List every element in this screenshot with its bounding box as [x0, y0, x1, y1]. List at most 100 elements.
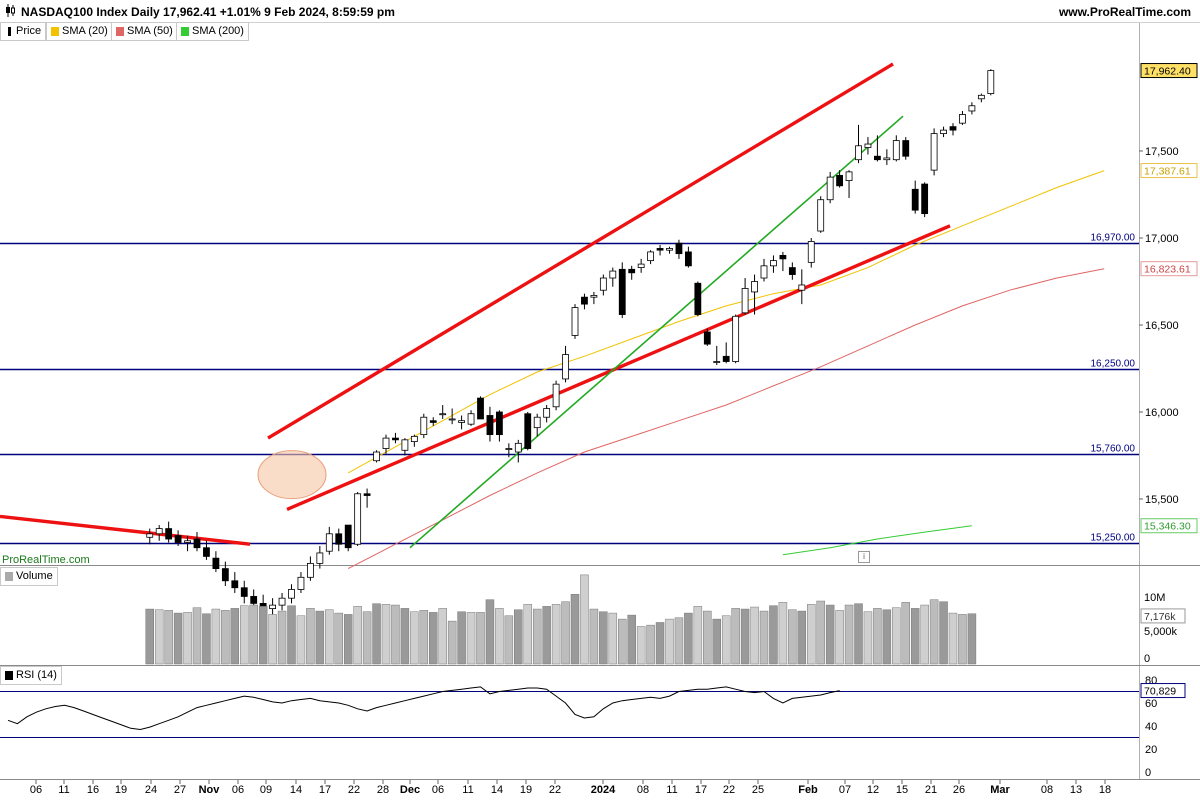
x-tick-label: 16 — [87, 784, 99, 796]
volume-bar — [816, 600, 825, 665]
candle-body — [892, 140, 900, 161]
volume-bar — [249, 604, 258, 665]
value-tag-label: 17,387.61 — [1144, 166, 1191, 178]
volume-bar — [485, 599, 495, 665]
volume-bar — [920, 604, 929, 665]
x-tick-label: 14 — [491, 784, 503, 796]
legend-price[interactable]: Price — [0, 22, 47, 41]
volume-bar — [514, 609, 523, 665]
chart-header: NASDAQ100 Index Daily 17,962.41 +1.01% 9… — [0, 0, 1200, 23]
x-tick-label: 11 — [58, 784, 69, 796]
volume-bar — [750, 606, 759, 665]
volume-bar — [419, 610, 429, 665]
value-tag-box — [1140, 163, 1198, 179]
price-tick-label: 16,000 — [1145, 407, 1179, 419]
candle-body — [486, 415, 494, 436]
candle-body — [826, 176, 834, 201]
x-tick-label: Nov — [199, 784, 221, 796]
x-tick-label: Dec — [400, 784, 420, 796]
candle-body — [231, 580, 239, 589]
legend-sma200[interactable]: SMA (200) — [176, 22, 249, 41]
rsi-panel-label[interactable]: RSI (14) — [0, 666, 62, 685]
candle-body — [401, 439, 409, 451]
candle-body — [977, 94, 985, 100]
legend-sma50[interactable]: SMA (50) — [111, 22, 178, 41]
volume-bar — [608, 612, 618, 665]
volume-bar — [504, 615, 514, 665]
candle-body — [269, 604, 277, 610]
x-tick-label: 19 — [115, 784, 127, 796]
candle-body — [930, 133, 938, 171]
volume-bar — [400, 608, 410, 665]
info-icon[interactable]: i — [858, 551, 870, 563]
volume-bar — [353, 606, 362, 665]
volume-panel-label[interactable]: Volume — [0, 567, 58, 586]
candle-body — [146, 533, 154, 538]
candle-body — [817, 199, 825, 232]
candle-body — [193, 538, 201, 549]
volume-bar — [325, 609, 334, 665]
candle-body — [467, 413, 475, 425]
volume-bar — [788, 609, 797, 665]
rsi-line-path — [7, 686, 840, 731]
volume-bar — [429, 612, 438, 665]
candle-body — [599, 277, 607, 291]
volume-bar — [192, 607, 202, 665]
candle-body — [921, 183, 929, 215]
value-tags: 17,962.40 17,387.61 16,823.61 15,346.30 7,17… — [1140, 63, 1198, 699]
rsi-tick-label: 20 — [1145, 744, 1157, 756]
legend-label: SMA (200) — [192, 25, 244, 37]
volume-bar — [939, 601, 948, 665]
sma-lines — [347, 170, 1105, 570]
level-label: 15,760.00 — [1091, 444, 1136, 455]
legend-sma20[interactable]: SMA (20) — [46, 22, 113, 41]
trendline — [409, 115, 904, 549]
x-tick-label: 06 — [30, 784, 42, 796]
candle-body — [354, 493, 362, 545]
volume-bar — [173, 612, 183, 665]
rsi-value-label: 70,829 — [1144, 686, 1176, 698]
x-tick-label: 17 — [695, 784, 707, 796]
candle-body — [581, 296, 588, 305]
candle-body — [165, 528, 173, 540]
volume-bars — [145, 574, 977, 665]
x-tick-label: 24 — [145, 784, 157, 796]
candle-body — [637, 263, 645, 268]
legend-label: SMA (50) — [127, 25, 173, 37]
volume-bar — [145, 608, 154, 665]
volume-bar — [457, 611, 466, 665]
brand-link[interactable]: www.ProRealTime.com — [1058, 5, 1191, 19]
volume-bar — [551, 604, 561, 665]
candle-body — [335, 533, 343, 545]
axes: 15,500 16,000 16,500 17,000 17,500 10M 5,000k 0… — [30, 146, 1179, 796]
candle-body — [325, 533, 333, 552]
candle-body — [798, 284, 806, 291]
candle-body — [902, 140, 910, 157]
volume-bar — [183, 612, 192, 665]
volume-bar — [721, 615, 731, 665]
volume-bar — [438, 608, 447, 665]
candle-body — [458, 420, 466, 423]
legend-swatch — [5, 572, 13, 581]
volume-bar — [807, 604, 816, 665]
x-tick-label: 22 — [348, 784, 360, 796]
volume-bar — [731, 608, 740, 665]
horizontal-levels: 16,970.00 16,250.00 15,760.00 15,250.00 — [0, 233, 1139, 545]
x-tick-label: 07 — [839, 784, 851, 796]
volume-bar — [277, 610, 287, 665]
rsi-tick-label: 40 — [1145, 721, 1157, 733]
volume-bar — [211, 608, 221, 665]
volume-bar — [873, 608, 882, 665]
volume-bar — [759, 610, 769, 665]
candle-body — [959, 114, 966, 124]
volume-bar — [230, 608, 240, 665]
volume-bar — [769, 605, 778, 665]
candle-body — [628, 268, 636, 274]
volume-bar — [712, 618, 721, 665]
candle-body — [373, 451, 380, 462]
volume-bar — [306, 608, 315, 665]
volume-bar — [825, 604, 835, 665]
x-tick-label: 22 — [549, 784, 561, 796]
candle-body — [666, 248, 673, 251]
